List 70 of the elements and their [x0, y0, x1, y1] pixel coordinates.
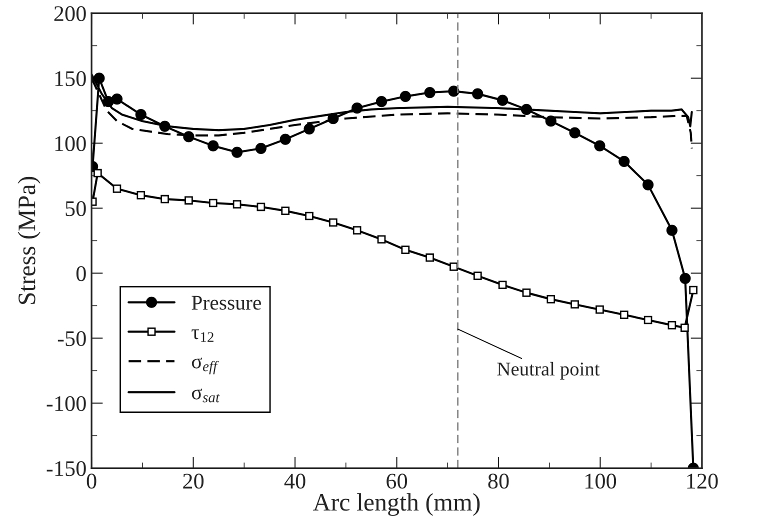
point: [256, 202, 266, 212]
point: [680, 272, 691, 284]
point: [94, 72, 105, 84]
point: [522, 288, 531, 297]
point: [644, 316, 652, 324]
point: [497, 94, 508, 106]
point: [689, 286, 698, 294]
point: [135, 109, 146, 120]
annotation: Neutral point: [497, 362, 600, 380]
x-axis-title: Arc length (mm): [313, 493, 480, 516]
point: [570, 300, 579, 309]
point: [546, 295, 556, 304]
point: [618, 156, 630, 167]
point: [280, 134, 291, 145]
y-tick-label: 0: [76, 266, 86, 282]
x-tick-label: 120: [687, 474, 718, 489]
point: [352, 226, 362, 234]
y-tick-label: -100: [46, 396, 86, 412]
point: [377, 235, 386, 244]
point: [329, 218, 338, 227]
point: [620, 310, 628, 319]
point: [569, 127, 580, 138]
point: [136, 191, 146, 200]
point: [473, 272, 482, 280]
point: [498, 280, 507, 290]
legend-label: τ$_{12}$: [192, 329, 214, 342]
point: [112, 184, 122, 193]
point: [401, 246, 410, 254]
point: [232, 200, 242, 208]
point: [426, 253, 434, 262]
x-tick-label: 60: [386, 474, 408, 489]
point: [400, 90, 411, 102]
point: [160, 194, 169, 204]
point: [255, 142, 266, 154]
point: [642, 179, 654, 190]
point: [281, 206, 290, 215]
point: [184, 196, 193, 205]
point: [376, 96, 388, 108]
y-tick-label: -50: [58, 331, 86, 346]
point: [93, 168, 102, 178]
x-tick-label: 40: [284, 474, 306, 489]
y-tick-label: 100: [55, 136, 86, 152]
x-tick-label: 100: [586, 474, 616, 489]
x-tick-label: 80: [488, 474, 509, 489]
point: [448, 86, 460, 97]
y-tick-label: 150: [55, 71, 86, 86]
point: [231, 146, 243, 158]
point: [680, 324, 689, 332]
point: [208, 198, 218, 208]
point: [450, 262, 458, 271]
point: [424, 86, 436, 98]
point: [472, 88, 484, 100]
point: [111, 93, 123, 105]
point: [545, 116, 556, 127]
y-tick-label: -150: [46, 461, 86, 476]
legend-label: σ$_{eff}$: [192, 358, 219, 374]
y-tick-label: 200: [54, 6, 86, 22]
y-axis-title: Stress (MPa): [18, 176, 40, 304]
legend-label: Pressure: [192, 296, 261, 310]
legend-label: σ$_{sat}$: [192, 388, 220, 402]
point: [304, 123, 315, 134]
point: [305, 212, 314, 220]
point: [596, 305, 604, 314]
point: [594, 140, 606, 152]
point: [208, 140, 219, 152]
y-tick-label: 50: [66, 201, 86, 216]
x-tick-label: 0: [86, 474, 96, 489]
point: [668, 321, 676, 330]
x-tick-label: 20: [183, 474, 204, 489]
point: [666, 224, 678, 236]
